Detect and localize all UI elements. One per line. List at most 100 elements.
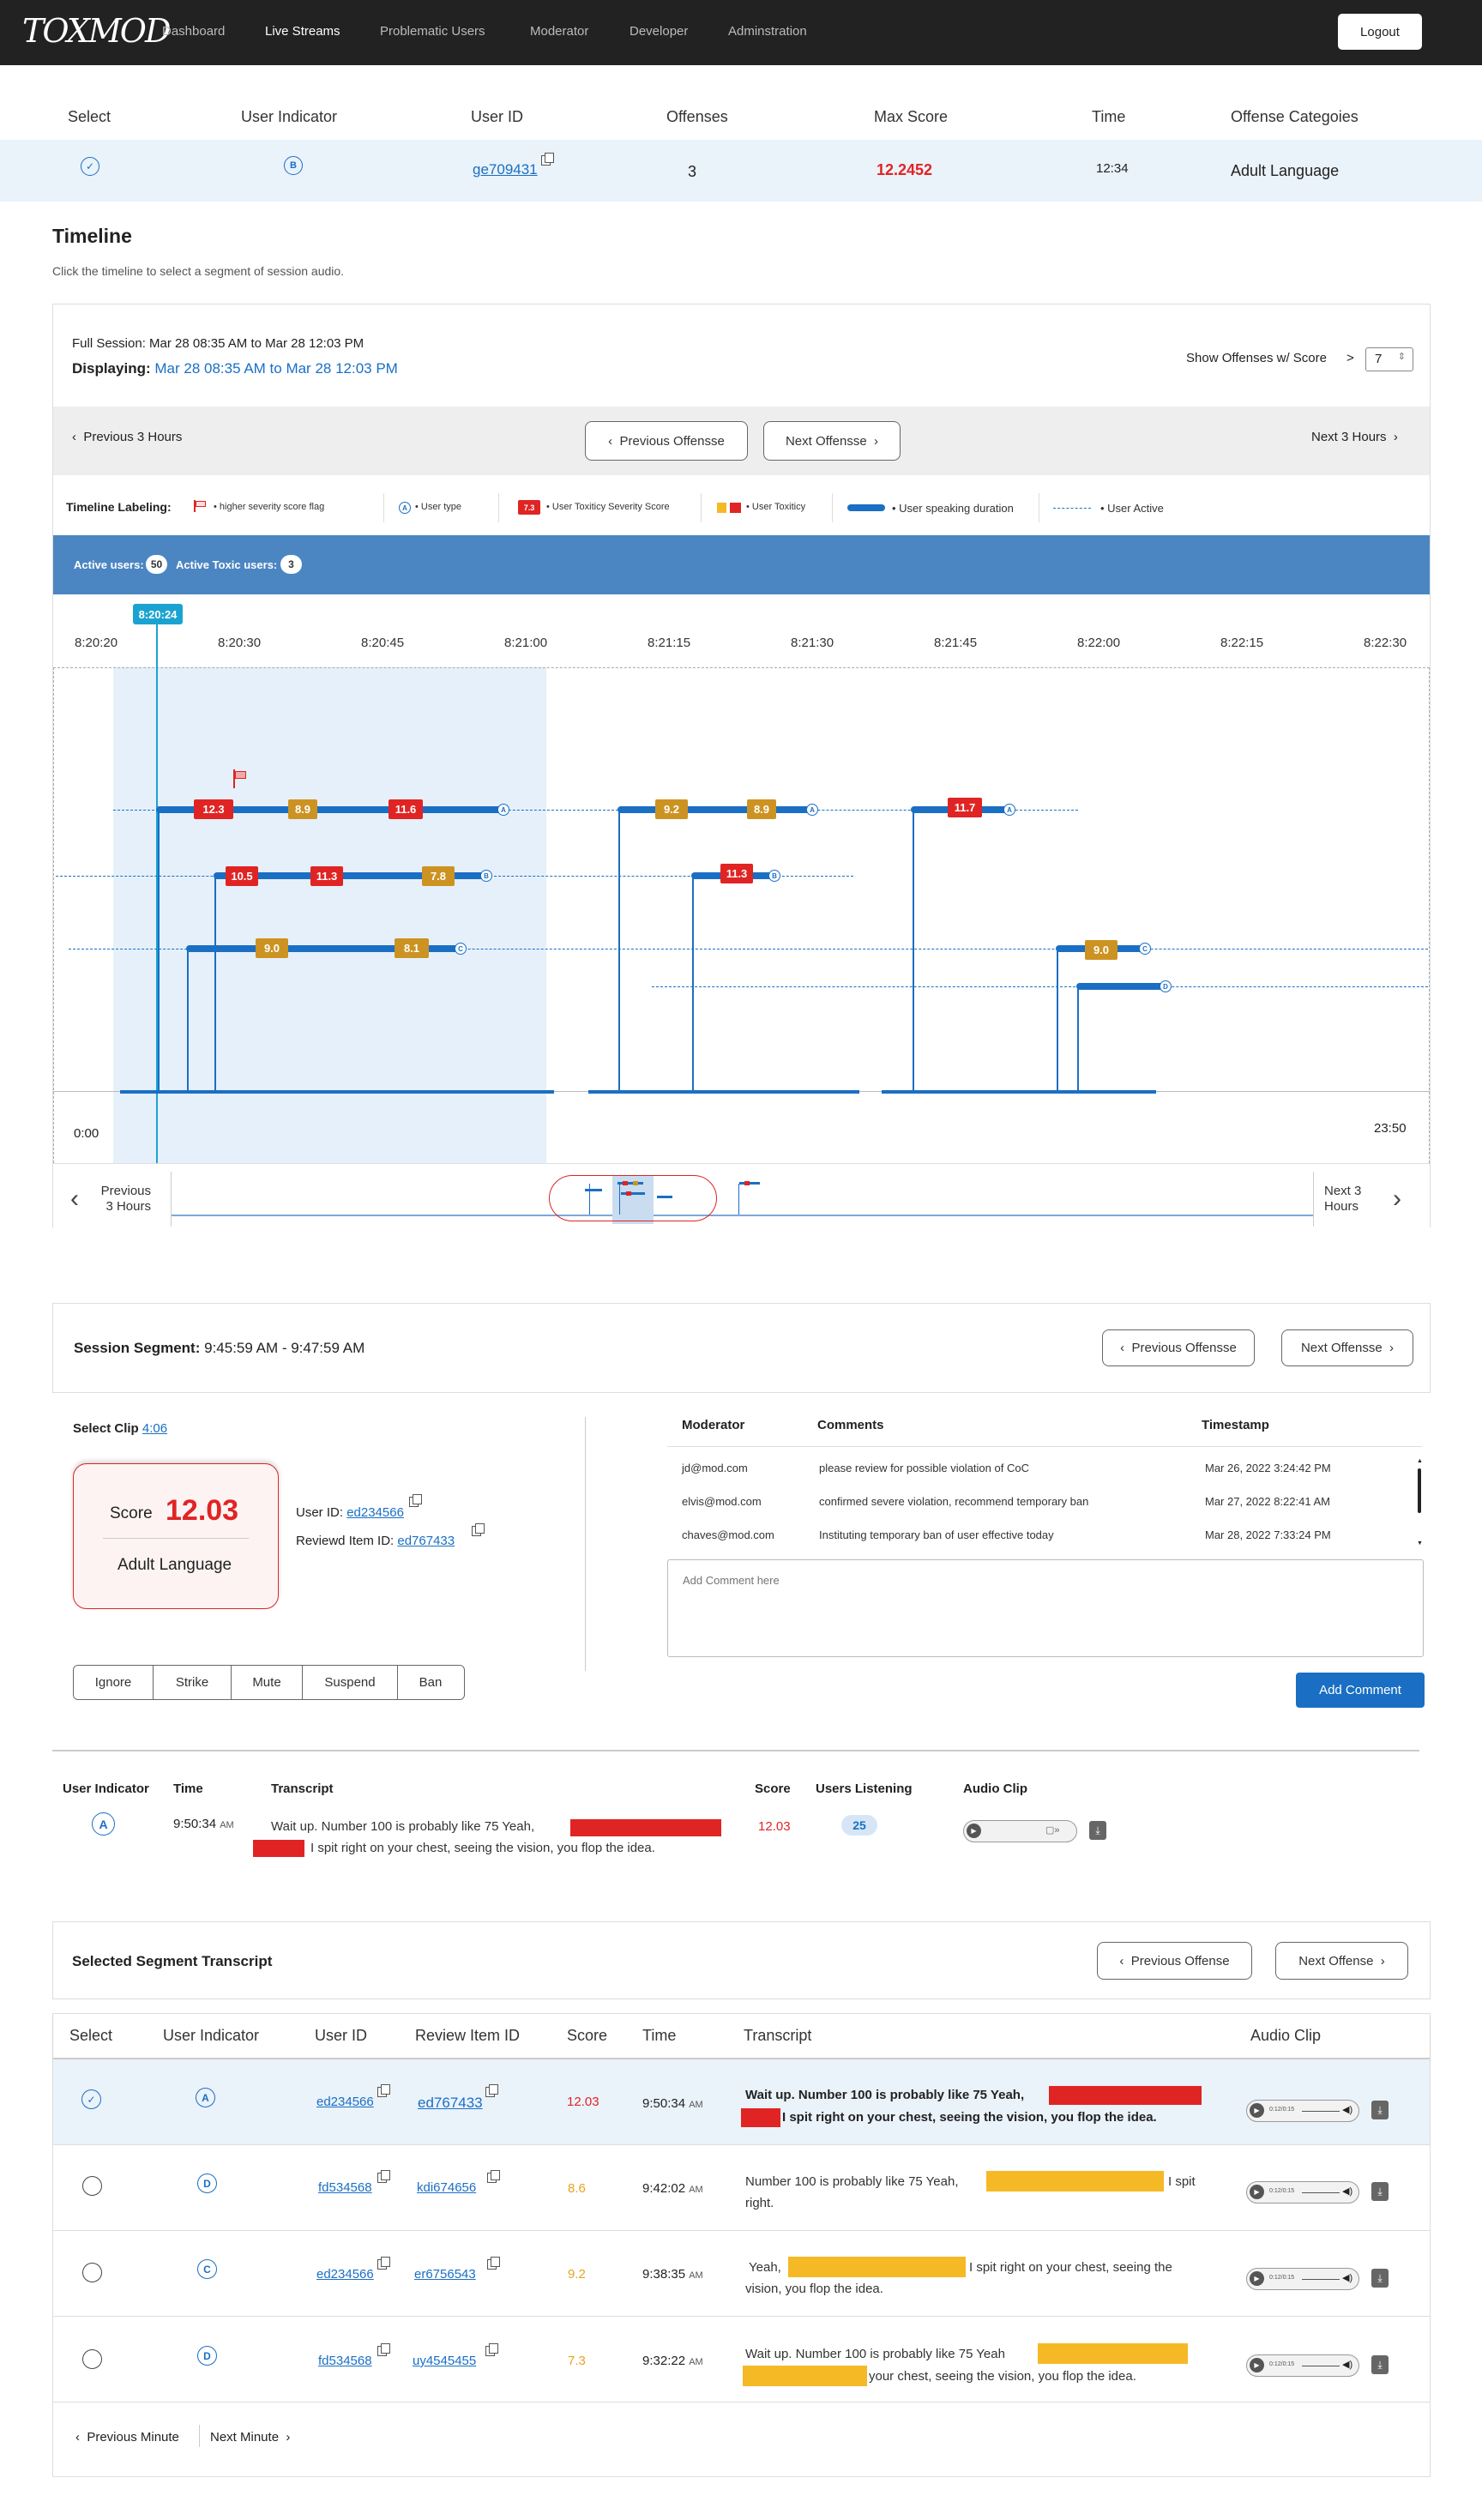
session-segment-bar[interactable] [588, 1090, 859, 1094]
minimap-track[interactable] [172, 1215, 1313, 1216]
copy-icon[interactable] [472, 1523, 485, 1536]
score-badge[interactable]: 12.3 [194, 799, 233, 819]
score-badge[interactable]: 9.2 [655, 799, 688, 819]
download-icon[interactable]: ⤓ [1371, 2355, 1389, 2374]
score-badge[interactable]: 8.9 [747, 799, 776, 819]
volume-icon[interactable]: ◀) [1342, 2273, 1353, 2283]
suspend-button[interactable]: Suspend [303, 1666, 398, 1699]
copy-icon[interactable] [409, 1494, 422, 1507]
next-offense-button[interactable]: Next Offensse › [763, 421, 901, 461]
copy-icon[interactable] [487, 2257, 500, 2270]
table-row[interactable] [53, 2231, 1430, 2317]
table-row[interactable] [53, 2145, 1430, 2231]
copy-icon[interactable] [377, 2257, 390, 2270]
download-icon[interactable]: ⤓ [1371, 2101, 1389, 2119]
nav-moderator[interactable]: Moderator [530, 24, 589, 39]
summary-row[interactable] [0, 140, 1482, 202]
ignore-button[interactable]: Ignore [74, 1666, 154, 1699]
cursor-time-label[interactable]: 8:20:24 [133, 604, 183, 624]
row-user-id[interactable]: fd534568 [318, 2354, 372, 2368]
volume-icon[interactable]: ◀) [1342, 2105, 1353, 2115]
copy-icon[interactable] [377, 2084, 390, 2097]
next-minute-link[interactable]: Next Minute › [210, 2430, 290, 2445]
segment-user-id-value[interactable]: ed234566 [346, 1505, 404, 1520]
copy-icon[interactable] [541, 153, 554, 166]
copy-icon[interactable] [377, 2343, 390, 2356]
nav-live-streams[interactable]: Live Streams [265, 24, 340, 39]
logo[interactable]: TOXMOD [22, 12, 171, 50]
play-icon[interactable]: ▶ [967, 1824, 981, 1838]
copy-icon[interactable] [485, 2084, 498, 2097]
play-icon[interactable]: ▶ [1250, 2185, 1264, 2199]
prev-3-hours-link[interactable]: ‹ Previous 3 Hours [72, 430, 182, 444]
row-review-id[interactable]: er6756543 [414, 2267, 476, 2282]
scroll-up-icon[interactable]: ▲ [1417, 1458, 1423, 1464]
row-user-id[interactable]: ed234566 [316, 2095, 374, 2109]
segment-prev-offense-button[interactable]: ‹ Previous Offensse [1102, 1329, 1255, 1366]
next-3-hours-link[interactable]: Next 3 Hours › [1311, 430, 1398, 444]
scroll-down-icon[interactable]: ▼ [1417, 1540, 1423, 1546]
volume-icon[interactable]: ◀) [1342, 2186, 1353, 2197]
nav-administration[interactable]: Adminstration [728, 24, 807, 39]
ban-button[interactable]: Ban [398, 1666, 463, 1699]
row-audio-player[interactable]: ▶ 0:12/0:15 ◀) [1246, 2268, 1359, 2290]
nav-dashboard[interactable]: Dashboard [162, 24, 226, 39]
score-badge[interactable]: 9.0 [1085, 940, 1118, 960]
score-badge[interactable]: 11.7 [948, 798, 982, 817]
playhead-line[interactable] [156, 624, 158, 1163]
row-audio-player[interactable]: ▶ 0:12/0:15 ◀) [1246, 2181, 1359, 2203]
score-badge[interactable]: 11.6 [389, 799, 423, 819]
download-icon[interactable]: ⤓ [1089, 1821, 1106, 1840]
selected-next-offense-button[interactable]: Next Offense › [1275, 1942, 1408, 1980]
severity-flag-icon[interactable] [232, 769, 249, 788]
comment-input[interactable] [667, 1559, 1424, 1657]
volume-icon[interactable]: ◀) [1342, 2360, 1353, 2370]
score-badge[interactable]: 10.5 [226, 866, 258, 886]
score-badge[interactable]: 9.0 [256, 938, 288, 958]
select-clip-value[interactable]: 4:06 [142, 1421, 168, 1436]
score-badge[interactable]: 7.8 [422, 866, 455, 886]
add-comment-button[interactable]: Add Comment [1296, 1673, 1425, 1708]
clip-audio-player[interactable]: ▶ ▢» [963, 1820, 1077, 1842]
row-audio-player[interactable]: ▶ 0:12/0:15 ◀) [1246, 2354, 1359, 2377]
score-badge[interactable]: 11.3 [720, 864, 753, 883]
selected-range[interactable] [113, 667, 546, 1163]
play-icon[interactable]: ▶ [1250, 2358, 1264, 2372]
table-row[interactable] [53, 2060, 1430, 2145]
copy-icon[interactable] [487, 2170, 500, 2183]
caption-icon[interactable]: ▢» [1045, 1825, 1060, 1836]
selected-prev-offense-button[interactable]: ‹ Previous Offense [1097, 1942, 1252, 1980]
score-badge[interactable]: 8.1 [395, 938, 429, 958]
row-review-id[interactable]: ed767433 [418, 2095, 483, 2111]
progress-track[interactable] [1302, 2192, 1340, 2193]
summary-user-id[interactable]: ge709431 [473, 161, 538, 178]
nav-developer[interactable]: Developer [630, 24, 689, 39]
prev-minute-link[interactable]: ‹ Previous Minute [75, 2430, 179, 2445]
segment-review-value[interactable]: ed767433 [397, 1534, 455, 1548]
comments-scrollbar[interactable] [1418, 1468, 1421, 1513]
row-user-id[interactable]: ed234566 [316, 2267, 374, 2282]
mute-button[interactable]: Mute [232, 1666, 303, 1699]
session-segment-bar[interactable] [120, 1090, 554, 1094]
score-badge[interactable]: 8.9 [288, 799, 317, 819]
row-audio-player[interactable]: ▶ 0:12/0:15 ◀) [1246, 2100, 1359, 2122]
nav-problematic-users[interactable]: Problematic Users [380, 24, 485, 39]
summary-select-check[interactable]: ✓ [81, 157, 99, 176]
row-review-id[interactable]: uy4545455 [413, 2354, 477, 2368]
play-icon[interactable]: ▶ [1250, 2103, 1264, 2118]
logout-button[interactable]: Logout [1338, 14, 1422, 50]
session-segment-bar[interactable] [882, 1090, 1156, 1094]
score-threshold-stepper[interactable]: 7 ⇕ [1365, 347, 1413, 371]
strike-button[interactable]: Strike [154, 1666, 232, 1699]
row-select-check[interactable]: ✓ [81, 2089, 101, 2109]
speaking-bar[interactable] [186, 945, 461, 952]
speaking-bar[interactable] [156, 806, 508, 813]
speaking-bar[interactable] [214, 872, 487, 879]
minimap-next-button[interactable]: Next 3 Hours › [1313, 1172, 1430, 1227]
stepper-arrows-icon[interactable]: ⇕ [1397, 352, 1406, 362]
score-badge[interactable]: 11.3 [310, 866, 343, 886]
copy-icon[interactable] [485, 2343, 498, 2356]
speaking-bar[interactable] [1076, 983, 1166, 990]
segment-next-offense-button[interactable]: Next Offensse › [1281, 1329, 1413, 1366]
minimap-prev-button[interactable]: ‹ Previous 3 Hours [53, 1172, 172, 1227]
